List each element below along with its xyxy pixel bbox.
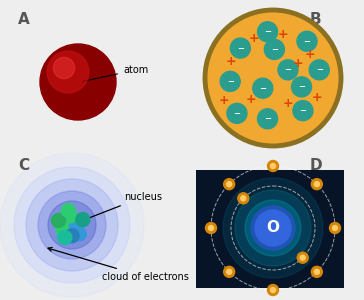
Circle shape: [264, 39, 284, 59]
Text: +: +: [311, 91, 322, 103]
Text: +: +: [283, 97, 293, 110]
Circle shape: [56, 223, 70, 236]
Circle shape: [297, 31, 317, 51]
Circle shape: [14, 167, 130, 283]
Text: nucleus: nucleus: [80, 192, 162, 222]
Circle shape: [223, 179, 235, 190]
Circle shape: [54, 57, 75, 79]
Circle shape: [220, 71, 240, 92]
Circle shape: [329, 223, 340, 233]
Text: +: +: [219, 94, 229, 107]
Circle shape: [270, 287, 276, 292]
Circle shape: [26, 179, 118, 271]
Circle shape: [332, 226, 337, 230]
Circle shape: [0, 153, 144, 297]
Circle shape: [58, 231, 72, 244]
Text: −: −: [233, 109, 241, 118]
Circle shape: [227, 269, 232, 274]
Circle shape: [311, 179, 323, 190]
Circle shape: [51, 214, 66, 227]
Text: cloud of electrons: cloud of electrons: [48, 248, 189, 282]
Circle shape: [65, 229, 79, 243]
Text: +: +: [278, 28, 289, 41]
Text: −: −: [259, 84, 266, 93]
Text: B: B: [310, 12, 322, 27]
Circle shape: [253, 78, 273, 98]
Circle shape: [227, 182, 232, 187]
Circle shape: [62, 204, 75, 218]
Text: −: −: [298, 82, 305, 91]
Text: C: C: [18, 158, 29, 173]
Text: +: +: [245, 93, 256, 106]
Circle shape: [241, 196, 246, 201]
Circle shape: [48, 201, 96, 249]
Circle shape: [238, 193, 249, 204]
Text: −: −: [237, 44, 244, 52]
Circle shape: [47, 51, 89, 93]
Circle shape: [223, 266, 235, 277]
Text: A: A: [18, 12, 30, 27]
Circle shape: [72, 227, 86, 241]
Text: +: +: [249, 32, 259, 45]
Text: +: +: [226, 55, 236, 68]
Text: −: −: [304, 37, 310, 46]
Text: −: −: [227, 77, 234, 86]
Circle shape: [314, 269, 319, 274]
Circle shape: [205, 10, 341, 146]
Circle shape: [297, 252, 308, 263]
Text: atom: atom: [83, 65, 148, 81]
Circle shape: [209, 226, 214, 230]
Circle shape: [251, 206, 295, 250]
Circle shape: [223, 178, 323, 278]
Circle shape: [245, 200, 301, 256]
Circle shape: [314, 182, 319, 187]
Circle shape: [268, 284, 278, 296]
Circle shape: [278, 60, 298, 80]
Circle shape: [227, 103, 247, 123]
Bar: [196, 170, 344, 288]
Circle shape: [268, 160, 278, 172]
Text: +: +: [304, 48, 315, 62]
Circle shape: [255, 210, 291, 246]
Text: O: O: [266, 220, 280, 236]
Circle shape: [38, 191, 106, 259]
Circle shape: [309, 60, 329, 80]
Circle shape: [76, 213, 90, 226]
Circle shape: [258, 22, 278, 42]
Circle shape: [230, 38, 250, 58]
Circle shape: [270, 164, 276, 169]
Circle shape: [293, 100, 313, 121]
Circle shape: [63, 209, 77, 223]
Text: −: −: [271, 45, 278, 54]
Circle shape: [292, 77, 312, 97]
Text: −: −: [300, 106, 306, 115]
Circle shape: [206, 223, 217, 233]
Text: −: −: [264, 27, 271, 36]
Circle shape: [311, 266, 323, 277]
Circle shape: [258, 109, 278, 129]
Text: +: +: [292, 56, 303, 70]
Text: −: −: [264, 114, 271, 123]
Circle shape: [235, 190, 311, 266]
Text: D: D: [310, 158, 323, 173]
Text: −: −: [316, 65, 323, 74]
Circle shape: [40, 44, 116, 120]
Text: −: −: [284, 65, 292, 74]
Circle shape: [70, 218, 83, 232]
Circle shape: [300, 255, 305, 260]
